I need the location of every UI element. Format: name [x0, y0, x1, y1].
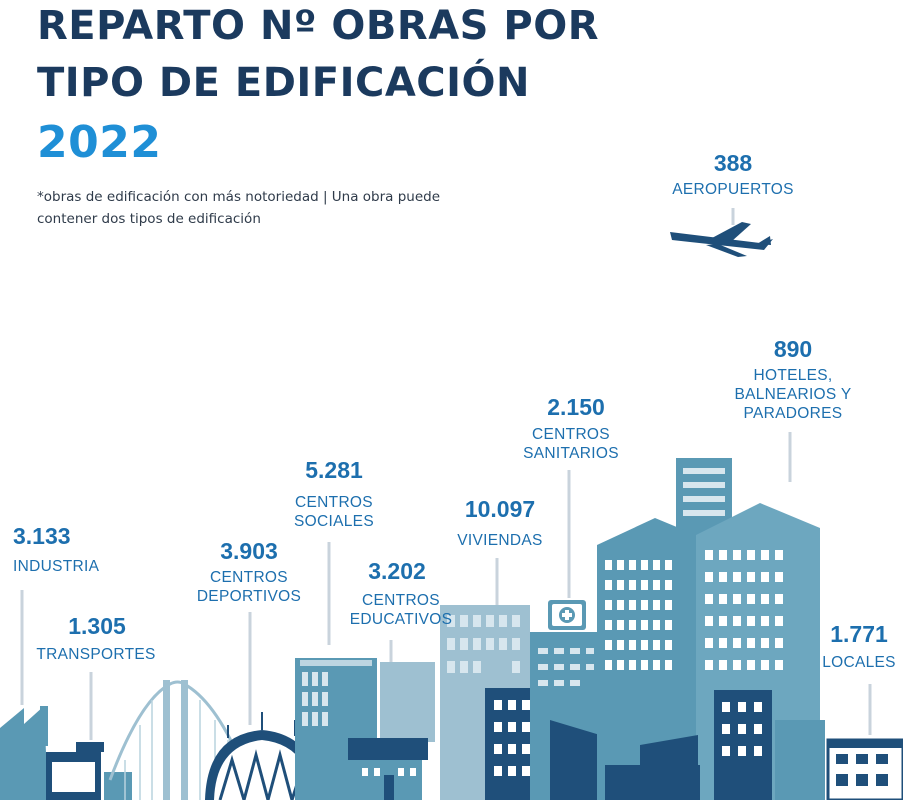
title-line-2: TIPO DE EDIFICACIÓN [37, 60, 531, 106]
value-centros-educativos: 3.202 [368, 558, 426, 584]
value-centros-sanitarios: 2.150 [547, 394, 605, 420]
bridge-icon [46, 680, 242, 800]
value-viviendas: 10.097 [464, 496, 536, 522]
label-industria: INDUSTRIA [13, 558, 100, 575]
shop-icon [826, 738, 903, 800]
hospital-icon [530, 600, 600, 800]
school-icon [348, 662, 435, 800]
label-transportes: TRANSPORTES [36, 646, 156, 663]
label-aeropuertos: AEROPUERTOS [672, 181, 794, 198]
value-centros-deportivos: 3.903 [220, 538, 278, 564]
value-hoteles: 890 [773, 336, 813, 362]
factory-icon [0, 706, 48, 800]
subtitle: *obras de edificación con más notoriedad… [37, 189, 441, 227]
airplane-icon [670, 222, 773, 257]
title-line-1: REPARTO Nº OBRAS POR [37, 3, 600, 49]
value-centros-sociales: 5.281 [305, 457, 363, 483]
value-transportes: 1.305 [68, 613, 126, 639]
label-viviendas: VIVIENDAS [457, 532, 543, 549]
label-centros-deportivos: CENTROS DEPORTIVOS [196, 569, 302, 605]
value-aeropuertos: 388 [713, 150, 753, 176]
value-locales: 1.771 [830, 621, 888, 647]
title-year: 2022 [37, 117, 162, 168]
label-centros-sanitarios: CENTROS SANITARIOS [523, 426, 619, 462]
value-industria: 3.133 [13, 523, 71, 549]
label-locales: LOCALES [822, 654, 896, 671]
label-centros-sociales: CENTROS SOCIALES [294, 494, 374, 530]
label-centros-educativos: CENTROS EDUCATIVOS [349, 592, 453, 628]
label-hoteles: HOTELES, BALNEARIOS Y PARADORES [734, 367, 852, 422]
hotel-icon [597, 458, 825, 800]
